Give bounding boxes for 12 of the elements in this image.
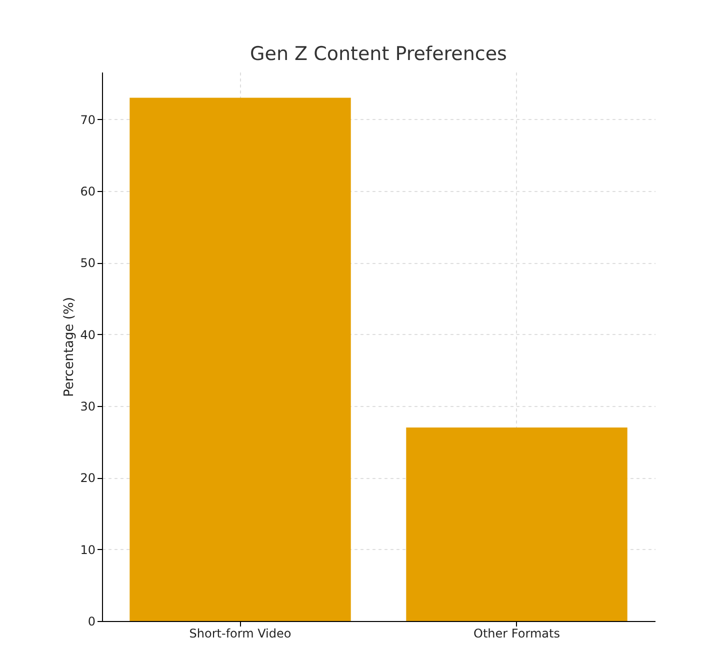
x-tick-label: Short-form Video (189, 626, 292, 640)
y-tick-label: 40 (80, 328, 96, 342)
y-axis-title: Percentage (%) (62, 297, 78, 397)
y-tick-label: 50 (80, 256, 96, 270)
x-tick-label: Other Formats (474, 626, 560, 640)
y-tick-label: 20 (80, 471, 96, 486)
y-tick-label: 30 (80, 399, 96, 414)
y-tick-label: 10 (80, 542, 96, 557)
y-tick-label: 60 (80, 184, 96, 198)
chart-title: Gen Z Content Preferences (250, 43, 507, 65)
y-tick-label: 0 (88, 614, 96, 628)
y-tick-label: 70 (80, 112, 96, 127)
